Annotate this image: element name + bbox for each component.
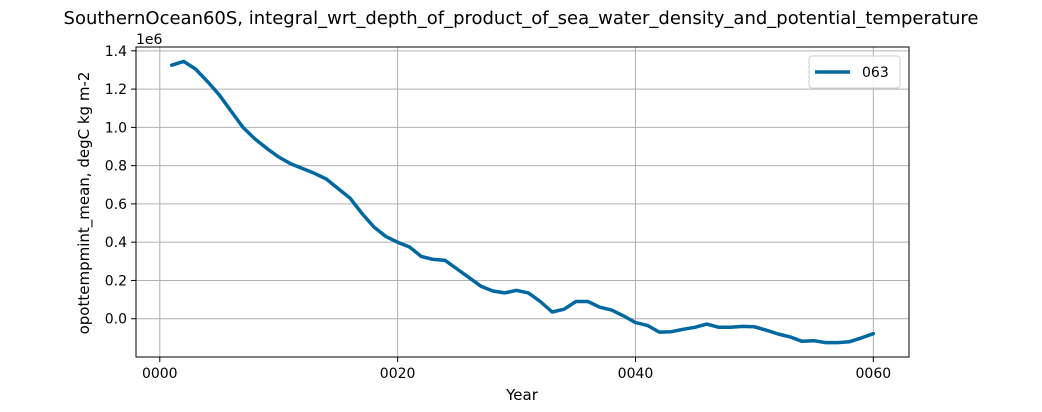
series-point [408, 245, 411, 248]
x-tick-label: 0020 [380, 366, 416, 382]
series-point [646, 324, 649, 327]
series-point [230, 110, 233, 113]
y-axis-label: opottempmint_mean, degC kg m-2 [75, 72, 94, 335]
series-point [444, 259, 447, 262]
series-point [610, 309, 613, 312]
series-point [325, 177, 328, 180]
series-point [277, 155, 280, 158]
series-point [693, 326, 696, 329]
series-point [515, 289, 518, 292]
series-point [741, 325, 744, 328]
series-point [634, 321, 637, 324]
series-point [622, 314, 625, 317]
series-point [384, 235, 387, 238]
series-point [765, 329, 768, 332]
series-point [218, 93, 221, 96]
y-tick-label: 1.2 [105, 82, 127, 98]
series-point [456, 267, 459, 270]
y-tick-label: 0.2 [105, 273, 127, 289]
plot-frame [135, 46, 910, 358]
series-point [860, 336, 863, 339]
series-point [170, 64, 173, 67]
series-point [848, 340, 851, 343]
y-tick-label: 1.0 [105, 120, 127, 136]
y-tick-label: 0.4 [105, 235, 127, 251]
series-point [598, 306, 601, 309]
series-point [824, 341, 827, 344]
series-point [717, 326, 720, 329]
series-point [337, 187, 340, 190]
series-point [872, 332, 875, 335]
chart-title: SouthernOcean60S, integral_wrt_depth_of_… [64, 8, 979, 29]
y-tick-label: 0.0 [105, 312, 127, 328]
y-offset-label: 1e6 [136, 32, 163, 48]
series-point [396, 241, 399, 244]
y-tick-label: 1.4 [105, 44, 127, 60]
series-point [670, 330, 673, 333]
legend: 063 [808, 55, 901, 89]
series-point [753, 325, 756, 328]
y-tick-label: 0.6 [105, 197, 127, 213]
series-point [241, 126, 244, 129]
series-point [551, 310, 554, 313]
series-point [467, 276, 470, 279]
series-point [360, 212, 363, 215]
series-point [789, 335, 792, 338]
grid [136, 47, 909, 357]
series-point [420, 255, 423, 258]
series-point [313, 172, 316, 175]
series-point [563, 308, 566, 311]
series-point [658, 331, 661, 334]
x-axis-label: Year [505, 386, 539, 404]
series-point [812, 339, 815, 342]
legend-series-label: 063 [862, 65, 889, 81]
series-point [574, 300, 577, 303]
series-point [372, 225, 375, 228]
series-point [349, 197, 352, 200]
series-point [182, 60, 185, 63]
legend-box [808, 55, 901, 89]
series-point [265, 147, 268, 150]
series-point [681, 328, 684, 331]
series-point [491, 289, 494, 292]
x-axis: 0000 0020 0040 0060 [142, 357, 891, 382]
series-point [206, 80, 209, 83]
series-point [705, 323, 708, 326]
series-point [539, 300, 542, 303]
series-layer [169, 59, 876, 345]
series-point [194, 67, 197, 70]
series-point [586, 300, 589, 303]
series-point [729, 326, 732, 329]
y-tick-label: 0.8 [105, 159, 127, 175]
series-point [527, 291, 530, 294]
x-tick-label: 0000 [142, 366, 178, 382]
x-tick-label: 0040 [618, 366, 654, 382]
series-point [432, 258, 435, 261]
series-point [503, 291, 506, 294]
series-point [777, 332, 780, 335]
y-axis: 0.0 0.2 0.4 0.6 0.8 1.0 1.2 1.4 [105, 44, 136, 328]
x-tick-label: 0060 [856, 366, 892, 382]
series-point [301, 167, 304, 170]
series-point [479, 285, 482, 288]
series-point [289, 162, 292, 165]
series-line-063 [169, 59, 876, 345]
series-point [836, 341, 839, 344]
series-point [800, 340, 803, 343]
series-point [253, 137, 256, 140]
